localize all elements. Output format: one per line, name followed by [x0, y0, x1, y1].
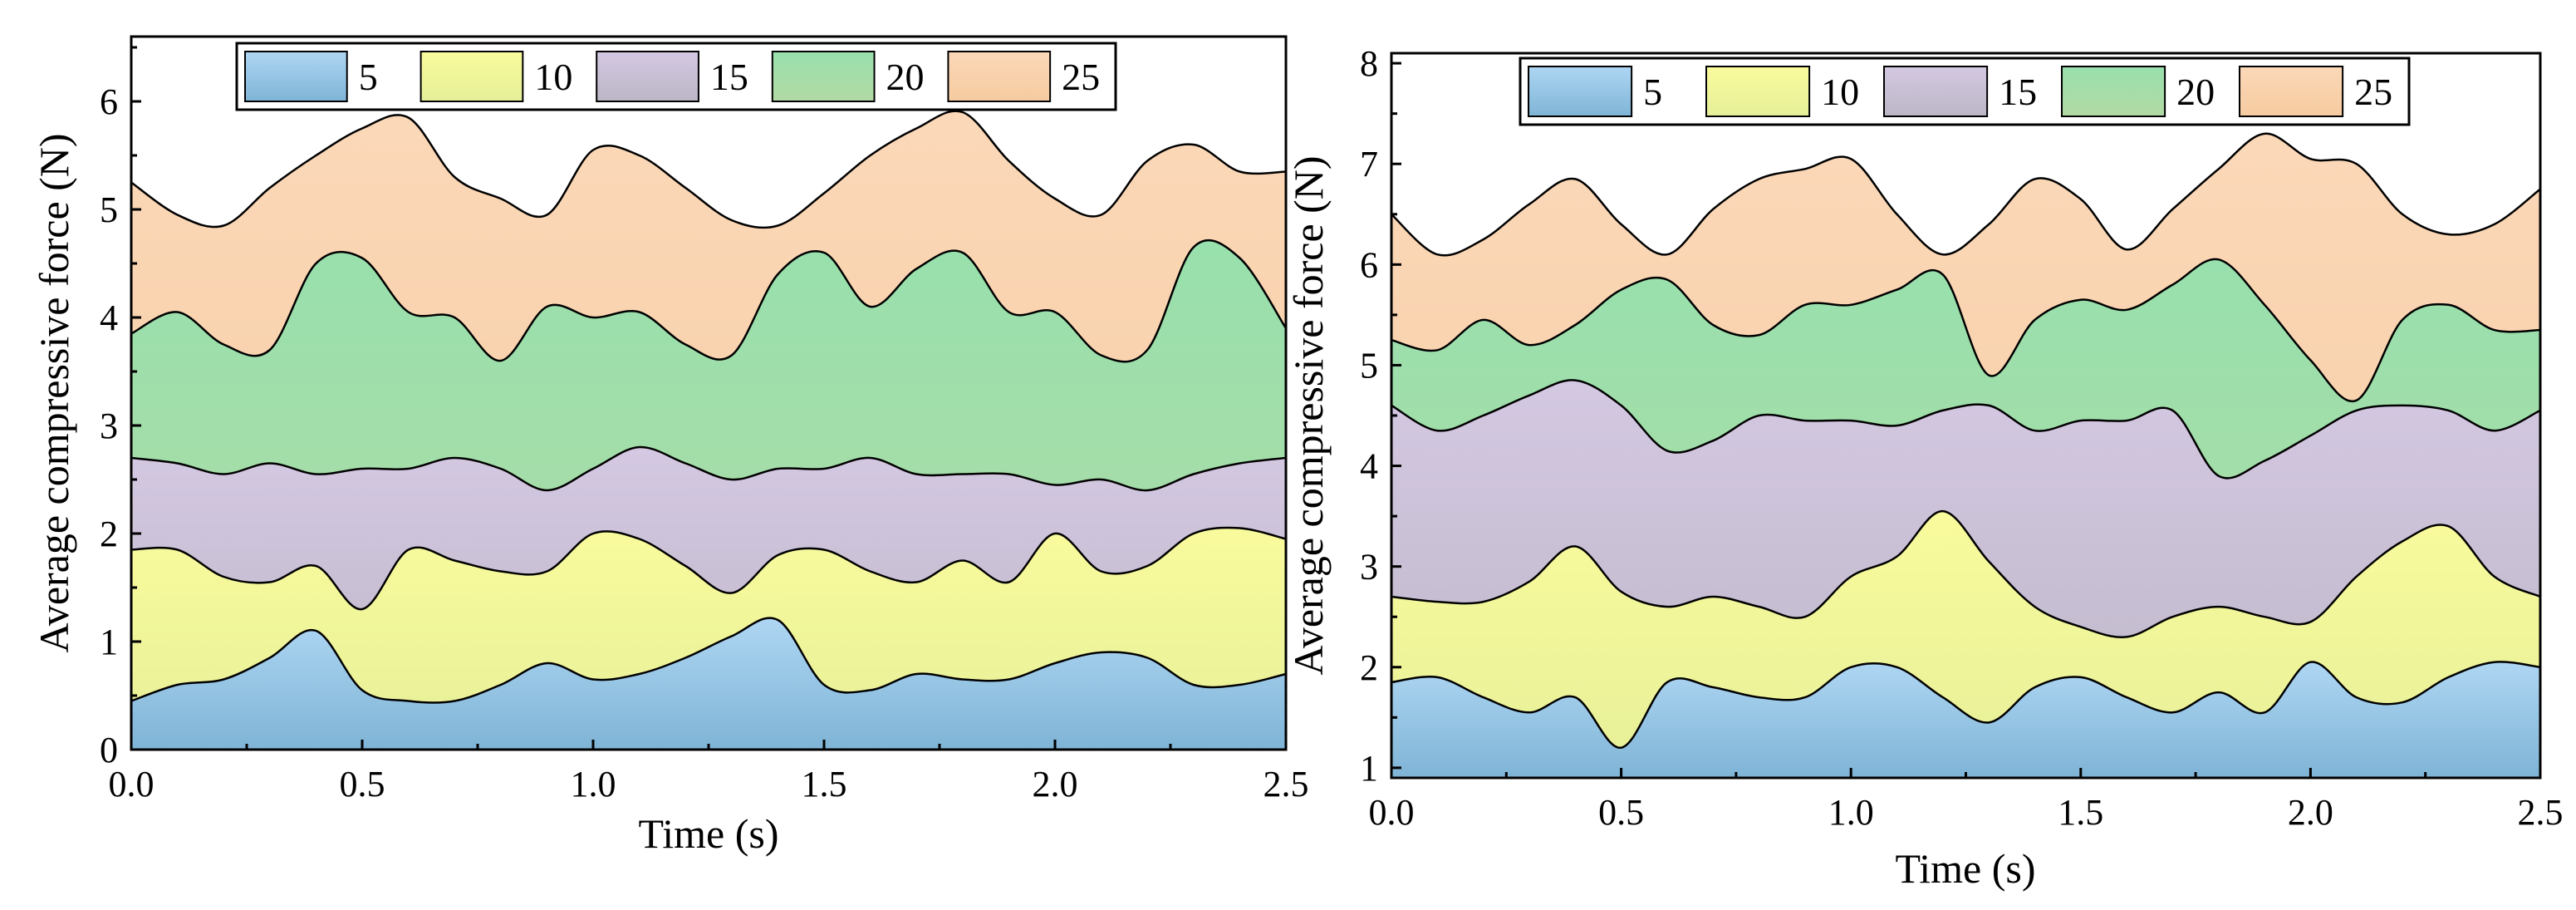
- right-ytick-label: 2: [1360, 647, 1378, 688]
- right-xtick-label: 2.5: [2518, 792, 2564, 833]
- right-ytick-label: 1: [1360, 748, 1378, 789]
- left-legend-swatch-25: [947, 51, 1052, 102]
- left-ytick-label: 5: [100, 189, 118, 230]
- right-y-axis-title: Average compressive force (N): [1285, 155, 1332, 675]
- left-y-ticks: 0 1 2 3 4 5 6: [100, 46, 141, 770]
- right-legend-label-25: 25: [2354, 71, 2392, 113]
- right-line-10: [1391, 509, 2541, 638]
- right-ytick-label: 8: [1360, 43, 1378, 84]
- right-legend-label-10: 10: [1821, 71, 1859, 113]
- left-legend-label-25: 25: [1062, 56, 1100, 98]
- right-legend-label-20: 20: [2176, 71, 2215, 113]
- left-line-10: [130, 526, 1287, 611]
- left-legend-swatch-5: [244, 51, 348, 102]
- left-x-ticks: 0.0 0.5 1.0 1.5 2.0 2.5: [109, 740, 1309, 804]
- left-ytick-label: 2: [100, 514, 118, 554]
- left-legend-swatch-15: [596, 51, 699, 102]
- right-legend-label-5: 5: [1643, 71, 1662, 113]
- right-xtick-label: 1.5: [2058, 792, 2103, 833]
- left-x-axis-title: Time (s): [638, 810, 778, 857]
- right-series-lines: [1391, 132, 2541, 749]
- right-areas: [1391, 133, 2540, 778]
- left-legend-swatch-20: [771, 51, 876, 102]
- left-ytick-label: 3: [100, 406, 118, 446]
- left-ytick-label: 6: [100, 81, 118, 122]
- left-y-axis-title: Average compressive force (N): [31, 133, 77, 652]
- right-y-ticks: 1 2 3 4 5 6 7 8: [1360, 43, 1401, 789]
- left-legend: 5 10 15 20 25: [235, 42, 1117, 111]
- right-legend-swatch-5: [1528, 66, 1633, 117]
- right-line-15: [1391, 379, 2541, 480]
- left-line-20: [130, 239, 1288, 363]
- left-line-25: [130, 110, 1287, 229]
- right-ytick-label: 3: [1360, 547, 1378, 588]
- right-area-5: [1391, 662, 2540, 778]
- left-xtick-label: 2.5: [1263, 764, 1309, 804]
- left-area-5: [131, 617, 1286, 750]
- right-x-axis-title: Time (s): [1895, 845, 2035, 892]
- left-xtick-label: 0.0: [109, 764, 155, 804]
- right-line-20: [1391, 258, 2541, 403]
- left-legend-label-10: 10: [534, 56, 572, 98]
- right-xtick-label: 1.0: [1828, 792, 1874, 833]
- right-legend-swatch-10: [1705, 66, 1811, 117]
- right-ytick-label: 6: [1360, 244, 1378, 285]
- left-xtick-label: 2.0: [1033, 764, 1078, 804]
- right-line-25: [1391, 132, 2541, 257]
- right-ytick-label: 7: [1360, 144, 1378, 184]
- right-ytick-label: 5: [1360, 345, 1378, 386]
- left-legend-label-15: 15: [710, 56, 748, 98]
- left-legend-swatch-10: [420, 51, 524, 102]
- right-legend-swatch-15: [1883, 66, 1989, 117]
- left-xtick-label: 1.5: [802, 764, 847, 804]
- left-line-5: [130, 617, 1287, 704]
- right-x-ticks: 0.0 0.5 1.0 1.5 2.0 2.5: [1369, 768, 2564, 833]
- right-xtick-label: 0.5: [1598, 792, 1644, 833]
- right-legend-swatch-25: [2239, 66, 2344, 117]
- left-line-15: [130, 445, 1287, 492]
- left-legend-label-5: 5: [359, 56, 378, 98]
- left-xtick-label: 1.0: [571, 764, 616, 804]
- right-legend: 5 10 15 20 25: [1519, 57, 2411, 126]
- left-legend-label-20: 20: [886, 56, 925, 98]
- left-ytick-label: 0: [100, 730, 118, 770]
- right-line-5: [1391, 661, 2541, 749]
- left-ytick-label: 1: [100, 622, 118, 662]
- right-xtick-label: 2.0: [2288, 792, 2333, 833]
- left-xtick-label: 0.5: [340, 764, 385, 804]
- right-legend-label-15: 15: [1999, 71, 2037, 113]
- chart-right: 0.0 0.5 1.0 1.5 2.0 2.5 1 2 3 4 5 6 7 8 Time (s) Ave…: [1285, 43, 2564, 892]
- left-areas: [131, 111, 1286, 750]
- left-series-lines: [130, 110, 1288, 704]
- right-xtick-label: 0.0: [1369, 792, 1415, 833]
- chart-left: 0.0 0.5 1.0 1.5 2.0 2.5 0 1 2 3 4 5 6 Time (s) Aver…: [31, 35, 1309, 857]
- right-legend-swatch-20: [2061, 66, 2166, 117]
- left-ytick-label: 4: [100, 298, 118, 338]
- right-ytick-label: 4: [1360, 446, 1378, 487]
